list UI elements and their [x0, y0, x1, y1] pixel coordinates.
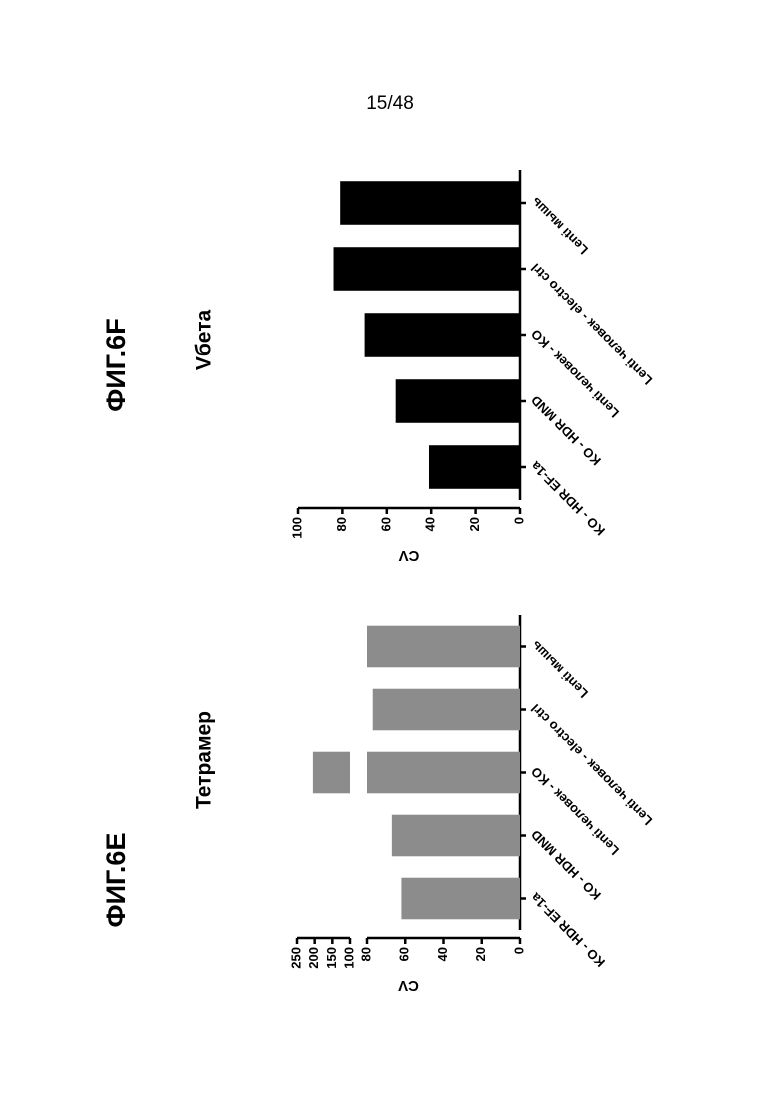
bar	[367, 752, 520, 794]
y-tick-label: 60	[397, 947, 412, 961]
x-tick-label: KO - HDR MND	[528, 392, 604, 468]
y-tick-label: 0	[511, 517, 526, 524]
y-tick-label: 100	[341, 947, 356, 969]
y-tick-label: 40	[435, 947, 450, 961]
x-tick-label: KO - HDR EF-1a	[527, 458, 608, 539]
x-tick-label: Lenti человек - electro ctrl	[528, 260, 655, 387]
y-tick-label: 100	[289, 517, 304, 539]
y-tick-label: 80	[358, 947, 373, 961]
chart-title: Тетрамер	[193, 711, 216, 809]
x-tick-label: Lenti человек - electro ctrl	[528, 701, 655, 828]
bar	[396, 379, 520, 423]
bar	[373, 689, 520, 731]
y-tick-label: 80	[334, 517, 349, 531]
chart: 020406080100150200250CVKO - HDR EF-1aKO …	[288, 615, 655, 994]
bar	[313, 752, 350, 794]
y-tick-label: 150	[324, 947, 339, 969]
x-tick-label: Lenti мышь	[528, 638, 591, 701]
bar	[401, 878, 520, 920]
figure-label: ФИГ.6F	[101, 318, 131, 411]
chart-title: Vбета	[193, 310, 216, 371]
page-number: 15/48	[366, 93, 414, 114]
y-axis-label: CV	[398, 977, 419, 994]
chart: 0 20 40 60 80 100 CV KO - HDR EF-1aKO - HDR MND…	[289, 170, 655, 564]
page: 15/48 ФИГ.6EТетрамер02040608010015020025…	[0, 0, 780, 1103]
y-tick-label: 40	[423, 517, 438, 531]
y-tick-label: 60	[378, 517, 393, 531]
bar	[367, 626, 520, 668]
bar	[392, 815, 520, 857]
y-tick-label: 20	[473, 947, 488, 961]
bar	[429, 445, 520, 489]
y-axis-label: CV	[399, 547, 420, 564]
y-tick-label: 20	[467, 517, 482, 531]
y-tick-label: 200	[306, 947, 321, 969]
x-tick-label: Lenti мышь	[528, 194, 591, 257]
bar	[334, 247, 520, 291]
figure-label: ФИГ.6E	[101, 833, 131, 928]
y-tick-label: 250	[288, 947, 303, 969]
y-tick-label: 0	[511, 947, 526, 954]
bar	[340, 181, 520, 225]
bar	[365, 313, 520, 357]
